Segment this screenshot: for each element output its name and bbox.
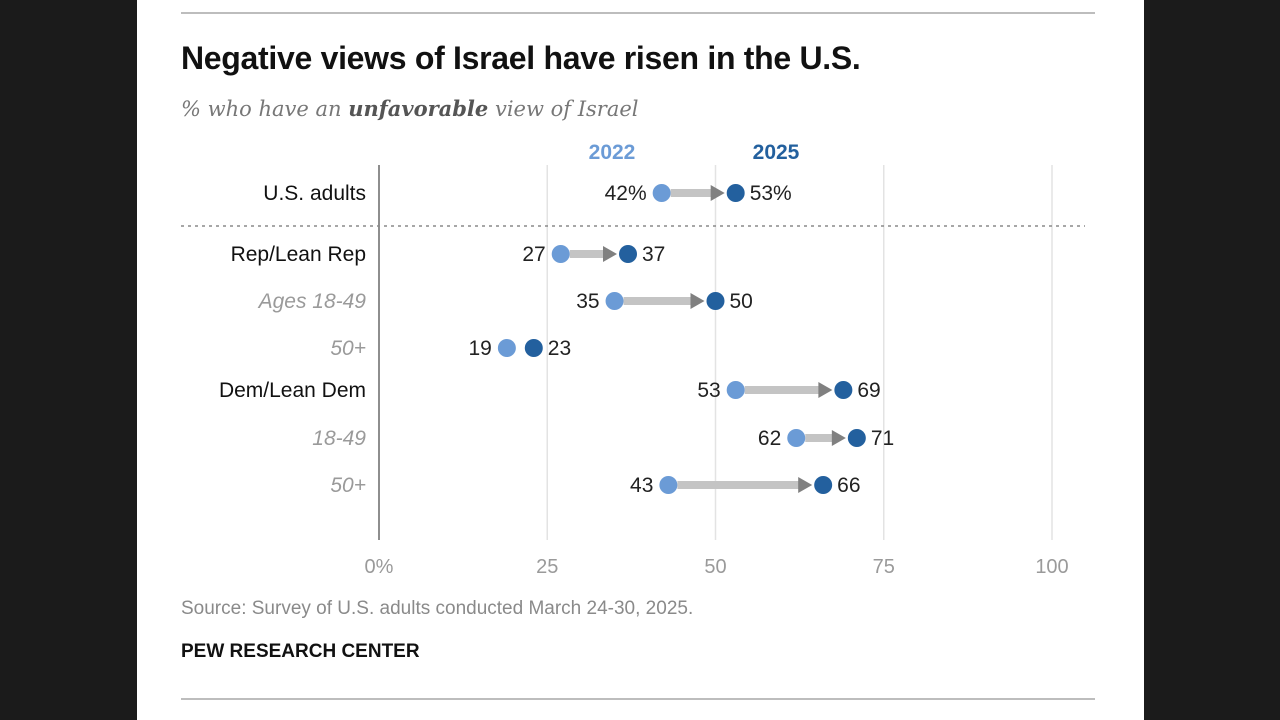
dot-2025: [834, 381, 853, 399]
value-label-2022: 42%: [605, 182, 647, 205]
dot-2022: [652, 184, 671, 202]
value-label-2025: 66: [837, 474, 860, 497]
row-label: 18-49: [312, 427, 366, 450]
tick-label-25: 25: [536, 556, 558, 578]
row-label: U.S. adults: [263, 182, 366, 205]
chart-panel: [137, 0, 1144, 720]
dot-2022: [659, 476, 678, 494]
tick-label-100: 100: [1035, 556, 1068, 578]
dot-2025: [726, 184, 745, 202]
value-label-2022: 62: [758, 427, 781, 450]
arrow-head: [603, 246, 618, 262]
arrow-head: [710, 185, 725, 201]
tick-label-50: 50: [704, 556, 726, 578]
source-note: Source: Survey of U.S. adults conducted …: [181, 598, 694, 619]
legend-2025: 2025: [753, 141, 800, 164]
bottom-rule: [181, 698, 1095, 700]
dot-2025: [706, 292, 725, 310]
arrow-head: [831, 430, 846, 446]
tick-label-0: 0%: [365, 556, 394, 578]
chart-title: Negative views of Israel have risen in t…: [181, 40, 861, 76]
dot-2025: [847, 429, 866, 447]
legend-2022: 2022: [589, 141, 636, 164]
value-label-2025: 71: [871, 427, 894, 450]
dot-2022: [551, 245, 570, 263]
row-label: 50+: [330, 474, 366, 497]
value-label-2025: 37: [642, 243, 665, 266]
subtitle-suffix: view of Israel: [488, 97, 639, 121]
dot-2025: [524, 339, 543, 357]
row-label: Dem/Lean Dem: [219, 379, 366, 402]
value-label-2025: 69: [857, 379, 880, 402]
brand-logo-text: PEW RESEARCH CENTER: [181, 641, 420, 662]
arrow-head: [690, 293, 705, 309]
value-label-2022: 27: [522, 243, 545, 266]
arrow-head: [818, 382, 833, 398]
top-rule: [181, 12, 1095, 14]
dumbbell-chart: 0% 25 50 75 100 2022 2025 U.S. adults 42% 53% Rep/…: [181, 141, 1085, 578]
dot-2022: [787, 429, 806, 447]
value-label-2022: 19: [469, 337, 492, 360]
row-label: 50+: [330, 337, 366, 360]
dot-2022: [726, 381, 745, 399]
chart-subtitle: % who have an unfavorable view of Israel: [181, 96, 638, 121]
row-label: Rep/Lean Rep: [231, 243, 366, 266]
tick-label-75: 75: [873, 556, 895, 578]
value-label-2022: 53: [697, 379, 720, 402]
arrow-head: [798, 477, 813, 493]
value-label-2025: 53%: [750, 182, 792, 205]
dot-2025: [814, 476, 833, 494]
value-label-2025: 23: [548, 337, 571, 360]
value-label-2025: 50: [730, 290, 753, 313]
dot-2022: [605, 292, 624, 310]
dot-2025: [619, 245, 638, 263]
subtitle-prefix: % who have an: [181, 97, 349, 121]
value-label-2022: 35: [576, 290, 599, 313]
dot-2022: [497, 339, 516, 357]
row-label: Ages 18-49: [257, 290, 367, 313]
value-label-2022: 43: [630, 474, 653, 497]
subtitle-emphasis: unfavorable: [348, 96, 489, 121]
